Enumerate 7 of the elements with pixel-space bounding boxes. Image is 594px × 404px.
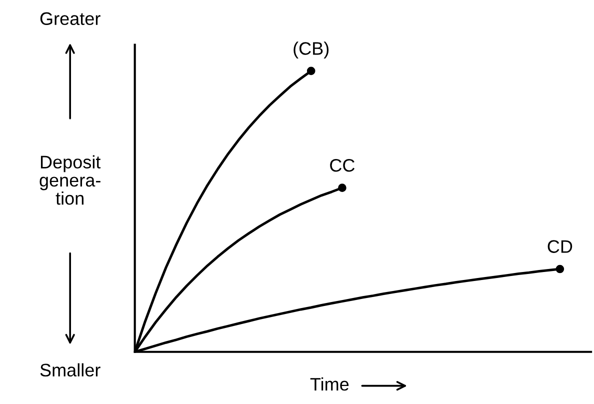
series-label: CD (548, 240, 572, 253)
series-label: (CB) (294, 42, 329, 58)
text: Greater (40, 12, 100, 26)
text: Smaller (40, 363, 100, 377)
y-axis-title: Deposit genera- tion (40, 155, 101, 205)
series-label: CC (330, 158, 355, 172)
x-axis-title: Time (310, 377, 349, 391)
